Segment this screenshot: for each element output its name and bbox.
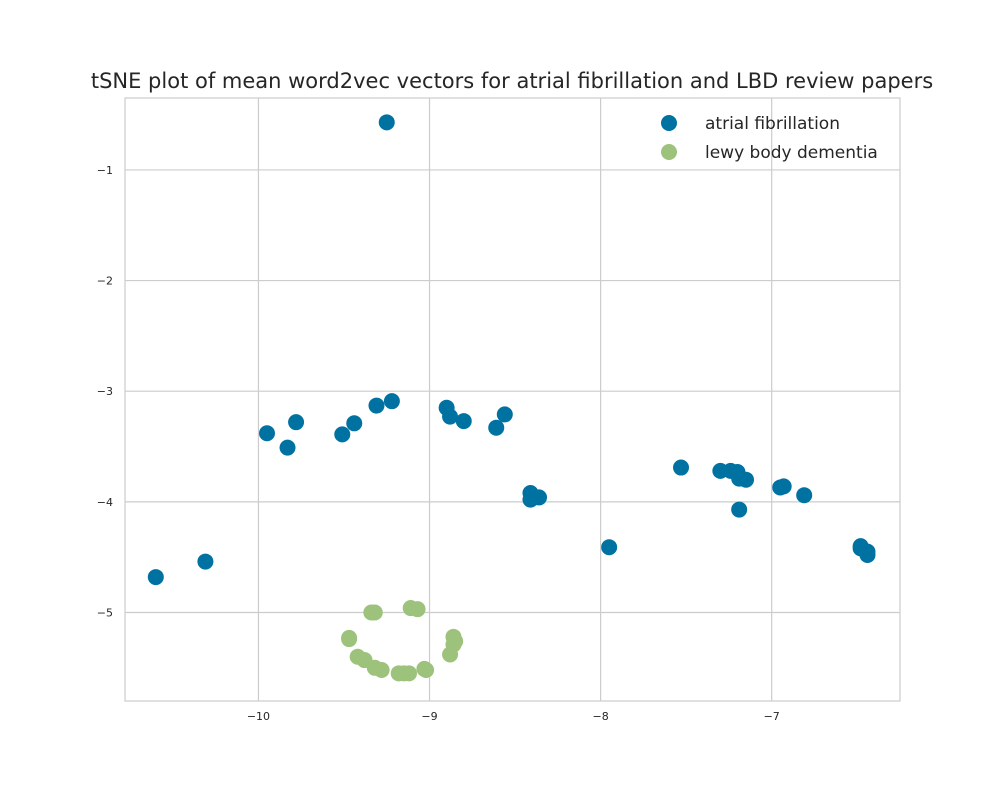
data-point (409, 601, 426, 618)
x-tick-label: −9 (421, 710, 437, 723)
data-point (442, 408, 459, 425)
y-tick-label: −5 (97, 606, 113, 619)
legend-marker (661, 144, 677, 160)
data-point (383, 393, 400, 410)
chart-title: tSNE plot of mean word2vec vectors for a… (91, 69, 933, 93)
data-point (373, 662, 390, 679)
data-point (368, 397, 385, 414)
y-tick-label: −1 (97, 164, 113, 177)
data-point (531, 489, 548, 506)
data-point (418, 662, 435, 679)
legend-label: atrial fibrillation (705, 114, 840, 134)
y-tick-label: −3 (97, 385, 113, 398)
data-point (258, 425, 275, 442)
grid (125, 98, 900, 701)
data-point (279, 439, 296, 456)
data-point (859, 546, 876, 563)
data-point (442, 646, 459, 663)
data-point (378, 114, 395, 131)
data-point (731, 501, 748, 518)
data-point (346, 415, 363, 432)
data-point (147, 569, 164, 586)
data-point (601, 539, 618, 556)
data-point (496, 406, 513, 423)
data-points (147, 114, 876, 682)
series-lewy-body-dementia (341, 600, 464, 682)
data-point (366, 604, 383, 621)
data-point (673, 459, 690, 476)
x-tick-label: −10 (247, 710, 270, 723)
data-point (334, 426, 351, 443)
y-tick-label: −2 (97, 275, 113, 288)
data-point (288, 414, 305, 431)
data-point (775, 478, 792, 495)
plot-area-frame (124, 97, 901, 702)
data-point (488, 419, 505, 436)
legend-label: lewy body dementia (705, 143, 878, 163)
data-point (738, 471, 755, 488)
y-tick-label: −4 (97, 496, 113, 509)
data-point (341, 631, 358, 648)
legend: atrial fibrillation lewy body dementia (661, 114, 878, 163)
legend-marker (661, 115, 677, 131)
axis-ticks: −10 −9 −8 −7 −1 −2 −3 −4 −5 (97, 164, 780, 723)
x-tick-label: −7 (764, 710, 780, 723)
series-atrial-fibrillation (147, 114, 876, 586)
data-point (400, 665, 417, 682)
data-point (197, 553, 214, 570)
data-point (796, 487, 813, 504)
data-point (455, 413, 472, 430)
x-tick-label: −8 (592, 710, 608, 723)
